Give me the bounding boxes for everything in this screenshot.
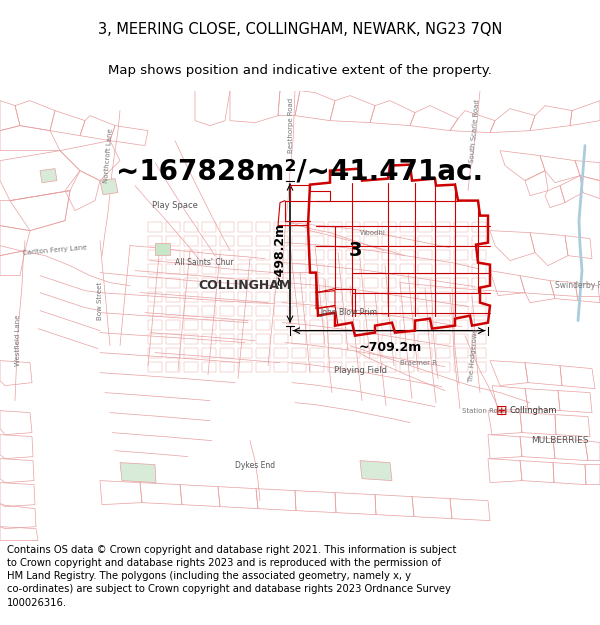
Text: Collingham: Collingham bbox=[510, 406, 557, 415]
Text: ~709.2m: ~709.2m bbox=[358, 341, 422, 354]
Text: ⊞: ⊞ bbox=[496, 404, 508, 418]
Text: Station Road: Station Road bbox=[462, 408, 506, 414]
Text: 3, MEERING CLOSE, COLLINGHAM, NEWARK, NG23 7QN: 3, MEERING CLOSE, COLLINGHAM, NEWARK, NG… bbox=[98, 21, 502, 36]
Text: ~167828m²/~41.471ac.: ~167828m²/~41.471ac. bbox=[116, 158, 484, 186]
Text: Map shows position and indicative extent of the property.: Map shows position and indicative extent… bbox=[108, 64, 492, 77]
Text: ~498.2m: ~498.2m bbox=[273, 222, 286, 285]
Text: Dykes End: Dykes End bbox=[235, 461, 275, 470]
Polygon shape bbox=[155, 242, 170, 254]
Text: John Blow Prim: John Blow Prim bbox=[320, 308, 377, 317]
Text: South Scarle Road: South Scarle Road bbox=[469, 99, 481, 162]
Text: Braemer R: Braemer R bbox=[400, 359, 437, 366]
Text: All Saints' Chur: All Saints' Chur bbox=[175, 258, 233, 267]
Text: COLLINGHAM: COLLINGHAM bbox=[199, 279, 292, 292]
Text: 3: 3 bbox=[348, 241, 362, 260]
Text: The Hedgerows: The Hedgerows bbox=[468, 328, 479, 383]
Text: Play Space: Play Space bbox=[152, 201, 198, 210]
Text: Bow Street: Bow Street bbox=[97, 281, 103, 319]
Text: Northcroft Lane: Northcroft Lane bbox=[103, 128, 113, 183]
Polygon shape bbox=[100, 179, 118, 194]
Polygon shape bbox=[360, 461, 392, 481]
Text: Westfield Lane: Westfield Lane bbox=[15, 315, 21, 366]
Polygon shape bbox=[40, 169, 57, 182]
Text: Besthorpe Road: Besthorpe Road bbox=[288, 98, 294, 153]
Text: Woodhi: Woodhi bbox=[360, 229, 386, 236]
Text: MULBERRIES: MULBERRIES bbox=[531, 436, 589, 445]
Text: Carlton Ferry Lane: Carlton Ferry Lane bbox=[23, 245, 88, 256]
Text: Playing Field: Playing Field bbox=[334, 366, 386, 375]
Text: Contains OS data © Crown copyright and database right 2021. This information is : Contains OS data © Crown copyright and d… bbox=[7, 545, 457, 608]
Text: Swinderby Road: Swinderby Road bbox=[555, 281, 600, 290]
Polygon shape bbox=[120, 462, 156, 482]
